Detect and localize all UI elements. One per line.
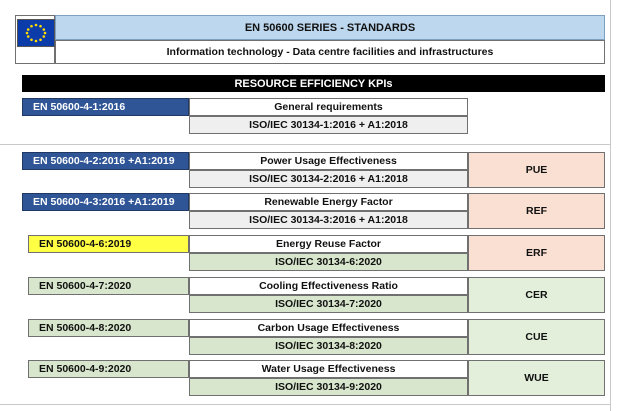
standard-name-ref: Renewable Energy Factor: [189, 193, 468, 211]
standard-en-4-9: EN 50600-4-9:2020: [28, 360, 189, 378]
kpi-wue: WUE: [468, 360, 605, 396]
standard-name-pue: Power Usage Effectiveness: [189, 152, 468, 170]
series-subtitle: Information technology - Data centre fac…: [55, 40, 605, 64]
standard-en-4-8: EN 50600-4-8:2020: [28, 319, 189, 337]
iso-reference-cer: ISO/IEC 30134-7:2020: [189, 295, 468, 313]
kpi-cer: CER: [468, 277, 605, 313]
divider: [0, 404, 610, 405]
iso-reference-ref: ISO/IEC 30134-3:2016 + A1:2018: [189, 211, 468, 229]
standard-en-4-3: EN 50600-4-3:2016 +A1:2019: [22, 193, 189, 211]
iso-reference-cue: ISO/IEC 30134-8:2020: [189, 337, 468, 355]
standard-en-4-1: EN 50600-4-1:2016: [22, 98, 189, 116]
eu-flag-icon: [17, 19, 55, 47]
kpi-pue: PUE: [468, 152, 605, 188]
standard-name-general: General requirements: [189, 98, 468, 116]
divider: [0, 144, 610, 145]
standard-en-4-7: EN 50600-4-7:2020: [28, 277, 189, 295]
standard-name-erf: Energy Reuse Factor: [189, 235, 468, 253]
iso-reference-pue: ISO/IEC 30134-2:2016 + A1:2018: [189, 170, 468, 188]
kpi-erf: ERF: [468, 235, 605, 271]
kpi-ref: REF: [468, 193, 605, 229]
divider: [610, 0, 611, 411]
section-title: RESOURCE EFFICIENCY KPIs: [22, 75, 605, 92]
standard-name-cue: Carbon Usage Effectiveness: [189, 319, 468, 337]
iso-reference-wue: ISO/IEC 30134-9:2020: [189, 378, 468, 396]
series-title: EN 50600 SERIES - STANDARDS: [55, 15, 605, 40]
iso-reference-general: ISO/IEC 30134-1:2016 + A1:2018: [189, 116, 468, 134]
standard-name-wue: Water Usage Effectiveness: [189, 360, 468, 378]
kpi-cue: CUE: [468, 319, 605, 355]
iso-reference-erf: ISO/IEC 30134-6:2020: [189, 253, 468, 271]
standard-name-cer: Cooling Effectiveness Ratio: [189, 277, 468, 295]
standard-en-4-2: EN 50600-4-2:2016 +A1:2019: [22, 152, 189, 170]
standard-en-4-6: EN 50600-4-6:2019: [28, 235, 189, 253]
